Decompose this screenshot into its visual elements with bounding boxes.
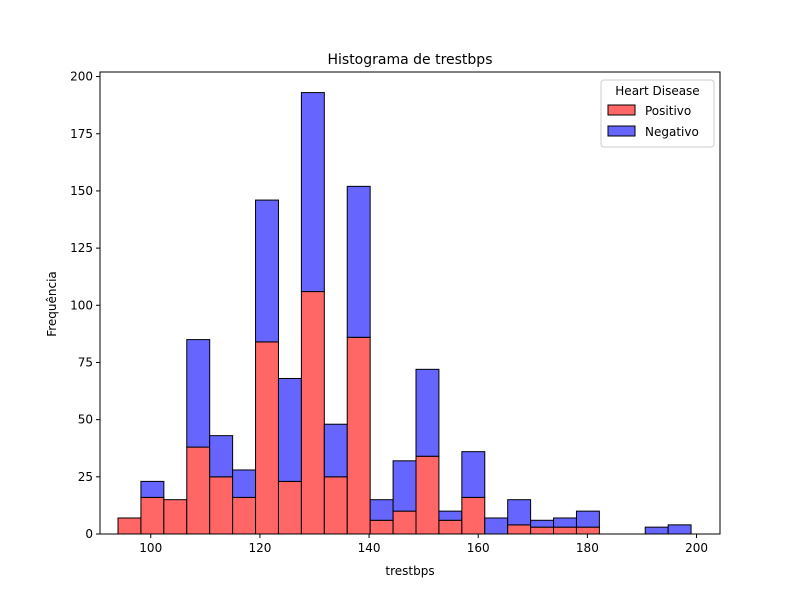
- legend-label-positivo: Positivo: [645, 104, 691, 118]
- bar-positivo: [392, 510, 417, 535]
- bar-positivo: [438, 519, 463, 535]
- bar-positivo: [277, 480, 302, 535]
- bar-negativo: [644, 526, 669, 535]
- legend-label-negativo: Negativo: [645, 125, 699, 139]
- x-tick-label: 160: [467, 541, 490, 555]
- bar-negativo: [553, 517, 577, 528]
- bar-negativo: [392, 460, 417, 512]
- bar-negativo: [369, 499, 394, 521]
- bar-positivo: [300, 291, 325, 535]
- bars-layer: [117, 92, 697, 535]
- y-tick-label: 0: [85, 527, 93, 541]
- bar-positivo: [117, 517, 142, 535]
- x-tick-label: 140: [358, 541, 381, 555]
- legend-swatch-positivo: [607, 104, 636, 116]
- bar-negativo: [415, 368, 440, 457]
- x-tick-label: 200: [685, 541, 708, 555]
- bar-positivo: [369, 519, 394, 535]
- legend: Heart Disease Positivo Negativo: [600, 79, 715, 148]
- bar-negativo: [575, 510, 600, 528]
- y-tick-label: 125: [70, 241, 93, 255]
- x-tick-label: 180: [576, 541, 599, 555]
- x-axis-title: trestbps: [385, 564, 434, 578]
- y-tick-label: 50: [78, 413, 93, 427]
- bar-positivo: [140, 496, 165, 535]
- bar-positivo: [461, 496, 486, 535]
- y-tick-label: 175: [70, 127, 93, 141]
- bar-positivo: [232, 496, 257, 535]
- bar-negativo: [277, 377, 302, 482]
- bar-negativo: [255, 199, 279, 343]
- bar-positivo: [507, 524, 532, 535]
- bar-negativo: [140, 480, 165, 498]
- bar-negativo: [209, 435, 234, 478]
- plot-frame: [99, 71, 721, 535]
- y-tick-label: 25: [78, 470, 93, 484]
- bar-positivo: [163, 499, 188, 535]
- chart-title: Histograma de trestbps: [327, 52, 492, 68]
- legend-swatch-negativo: [607, 125, 636, 137]
- bar-negativo: [232, 469, 257, 498]
- bar-positivo: [323, 476, 348, 535]
- bar-negativo: [300, 92, 325, 293]
- y-axis-title: Frequência: [45, 271, 59, 337]
- bar-negativo: [346, 185, 371, 338]
- bar-negativo: [484, 517, 509, 535]
- bar-negativo: [186, 339, 211, 448]
- bar-positivo: [255, 341, 279, 535]
- y-tick-label: 100: [70, 298, 93, 312]
- bar-negativo: [530, 519, 555, 528]
- bar-positivo: [575, 526, 600, 535]
- y-tick-label: 150: [70, 184, 93, 198]
- axes-layer: 100 120 140 160 180 200 0 25 50 75 100 125 150 175 200: [70, 70, 721, 555]
- y-tick-label: 200: [70, 70, 93, 84]
- bar-positivo: [415, 455, 440, 535]
- bar-positivo: [346, 336, 371, 535]
- x-tick-label: 120: [248, 541, 271, 555]
- bar-negativo: [667, 524, 692, 535]
- bar-positivo: [186, 446, 211, 535]
- bar-negativo: [323, 423, 348, 478]
- bar-positivo: [553, 526, 577, 535]
- bar-positivo: [530, 526, 555, 535]
- x-tick-label: 100: [139, 541, 162, 555]
- y-tick-label: 75: [78, 355, 93, 369]
- bar-negativo: [507, 499, 532, 526]
- bar-negativo: [461, 451, 486, 498]
- bar-negativo: [438, 510, 463, 521]
- legend-title: Heart Disease: [615, 84, 699, 98]
- bar-positivo: [209, 476, 234, 535]
